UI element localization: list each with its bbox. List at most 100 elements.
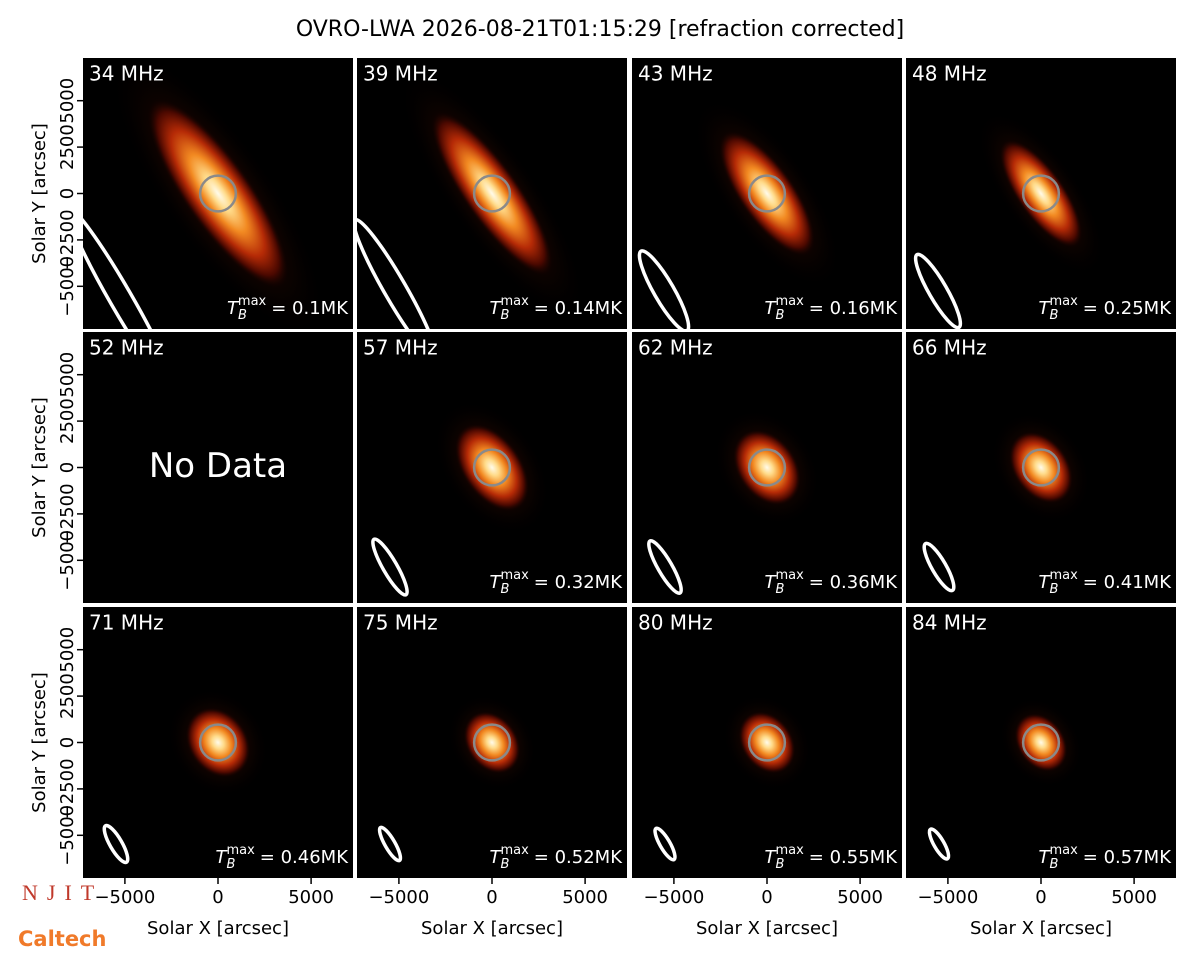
- y-tick-label: −2500: [57, 483, 78, 544]
- panel: [83, 58, 353, 329]
- tb-value: = 0.14MK: [534, 298, 623, 319]
- y-tick-label: −5000: [57, 256, 78, 317]
- solar-disk: [1021, 174, 1061, 213]
- emission: [1008, 431, 1074, 504]
- tb-sup: max: [1049, 843, 1078, 858]
- tb-max-label: TBmax = 0.1MK: [227, 294, 349, 323]
- tb-value: = 0.52MK: [534, 847, 623, 868]
- tb-value: = 0.55MK: [809, 847, 898, 868]
- solar-disk: [472, 448, 512, 487]
- tb-symbol: T: [765, 847, 778, 868]
- figure-title: OVRO-LWA 2026-08-21T01:15:29 [refraction…: [296, 17, 904, 42]
- y-tick-label: 0: [57, 188, 78, 199]
- emission: [146, 97, 290, 290]
- tb-sub: B: [1050, 308, 1059, 323]
- panel: [632, 58, 902, 329]
- panel: [357, 332, 627, 603]
- y-tick-label: 5000: [57, 627, 78, 673]
- tb-sub: B: [227, 857, 236, 872]
- frequency-label: 48 MHz: [912, 62, 987, 86]
- x-tick-label: 0: [212, 887, 223, 908]
- y-axis-label: Solar Y [arcsec]: [29, 123, 50, 264]
- panel: [357, 607, 627, 878]
- y-tick-label: −2500: [57, 758, 78, 819]
- y-tick-label: −2500: [57, 209, 78, 270]
- tb-symbol: T: [1039, 572, 1052, 593]
- panel: [357, 58, 627, 329]
- solar-disk: [1021, 723, 1061, 762]
- no-data-label: No Data: [149, 446, 287, 486]
- solar-disk: [198, 723, 238, 762]
- tb-sub: B: [1050, 857, 1059, 872]
- panel: [632, 332, 902, 603]
- x-tick-label: −5000: [643, 887, 704, 908]
- panel: [632, 607, 902, 878]
- tb-sup: max: [775, 843, 804, 858]
- tb-symbol: T: [1039, 298, 1052, 319]
- tb-max-label: TBmax = 0.46MK: [216, 843, 350, 872]
- emission: [463, 710, 521, 775]
- x-axis-label: Solar X [arcsec]: [421, 918, 563, 939]
- tb-sup: max: [500, 294, 529, 309]
- y-tick-label: 2500: [57, 124, 78, 170]
- frequency-label: 66 MHz: [912, 336, 987, 360]
- tb-sub: B: [501, 857, 510, 872]
- x-axis-label: Solar X [arcsec]: [970, 918, 1112, 939]
- x-tick-label: 5000: [1111, 887, 1157, 908]
- logo-njit: NJIT: [22, 880, 103, 905]
- y-tick-label: 0: [57, 462, 78, 473]
- emission: [1014, 712, 1068, 773]
- x-tick-label: 5000: [288, 887, 334, 908]
- frequency-label: 34 MHz: [89, 62, 164, 86]
- tb-sup: max: [238, 294, 267, 309]
- frequency-label: 52 MHz: [89, 336, 164, 360]
- y-tick-label: 2500: [57, 398, 78, 444]
- x-axis-label: Solar X [arcsec]: [147, 918, 289, 939]
- emission: [738, 710, 796, 775]
- emission: [430, 110, 554, 277]
- tb-sup: max: [775, 294, 804, 309]
- x-tick-label: 5000: [562, 887, 608, 908]
- tb-symbol: T: [490, 847, 503, 868]
- x-tick-label: 0: [1035, 887, 1046, 908]
- beam: [922, 541, 956, 593]
- solar-disk: [1021, 448, 1061, 487]
- logo-caltech: Caltech: [18, 927, 106, 951]
- solar-disk: [198, 174, 238, 213]
- x-tick-label: 0: [761, 887, 772, 908]
- frequency-label: 57 MHz: [363, 336, 438, 360]
- tb-sup: max: [500, 568, 529, 583]
- frequency-label: 62 MHz: [638, 336, 713, 360]
- emission: [185, 706, 251, 779]
- tb-symbol: T: [1039, 847, 1052, 868]
- y-tick-label: 0: [57, 737, 78, 748]
- tb-max-label: TBmax = 0.16MK: [765, 294, 899, 323]
- tb-sup: max: [1049, 294, 1078, 309]
- tb-max-label: TBmax = 0.25MK: [1039, 294, 1173, 323]
- tb-sub: B: [776, 857, 785, 872]
- beam: [371, 537, 409, 597]
- tb-sub: B: [1050, 582, 1059, 597]
- panel: [83, 332, 353, 603]
- solar-disk: [472, 723, 512, 762]
- tb-sub: B: [501, 308, 510, 323]
- emission: [998, 138, 1084, 249]
- y-axis-label: Solar Y [arcsec]: [29, 397, 50, 538]
- y-tick-label: 5000: [57, 352, 78, 398]
- frequency-label: 43 MHz: [638, 62, 713, 86]
- panel: [906, 58, 1176, 329]
- tb-max-label: TBmax = 0.14MK: [490, 294, 624, 323]
- beam: [913, 252, 963, 329]
- x-tick-label: 5000: [837, 887, 883, 908]
- y-tick-label: −5000: [57, 530, 78, 591]
- tb-value: = 0.36MK: [809, 572, 898, 593]
- tb-value: = 0.1MK: [271, 298, 349, 319]
- solar-disk: [747, 723, 787, 762]
- y-tick-label: 5000: [57, 78, 78, 124]
- beam: [377, 825, 403, 863]
- solar-disk: [472, 174, 512, 213]
- frequency-label: 80 MHz: [638, 611, 713, 635]
- tb-value: = 0.16MK: [809, 298, 898, 319]
- tb-sub: B: [776, 308, 785, 323]
